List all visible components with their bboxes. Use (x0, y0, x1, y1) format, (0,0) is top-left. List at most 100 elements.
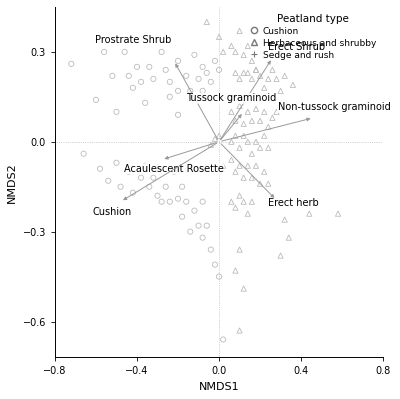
Point (187, 229, 194, 235)
Point (220, 49, 226, 55)
Point (286, 235, 292, 241)
Point (347, 253, 354, 259)
Point (166, 198, 173, 205)
Point (130, 190, 136, 196)
Point (113, 160, 120, 166)
Point (236, 103, 243, 109)
Point (200, 235, 206, 241)
X-axis label: NMDS1: NMDS1 (199, 382, 239, 392)
Point (322, 79, 329, 85)
Point (179, 213, 185, 220)
Text: Erect herb: Erect herb (268, 198, 318, 208)
Point (216, 34, 222, 40)
Point (232, 118, 239, 124)
Point (236, 76, 243, 82)
Point (232, 70, 239, 76)
Point (228, 156, 234, 163)
Point (261, 168, 267, 175)
Point (183, 198, 190, 205)
Point (327, 241, 333, 247)
Point (134, 64, 140, 70)
Point (265, 76, 272, 82)
Point (122, 49, 128, 55)
Point (93, 97, 99, 103)
Point (162, 184, 169, 190)
Point (240, 132, 247, 139)
Point (347, 150, 354, 157)
Point (290, 40, 296, 46)
Point (212, 58, 218, 64)
Point (236, 144, 243, 151)
Point (335, 126, 341, 133)
Point (244, 70, 251, 76)
Point (158, 49, 165, 55)
Point (126, 73, 132, 79)
Point (261, 132, 267, 139)
Point (244, 162, 251, 169)
Point (236, 327, 243, 334)
Point (240, 70, 247, 76)
Point (240, 198, 247, 205)
Point (187, 88, 194, 94)
Point (355, 223, 362, 229)
Point (200, 88, 206, 94)
Point (347, 126, 354, 133)
Point (162, 67, 169, 73)
Point (204, 19, 210, 25)
Point (244, 43, 251, 49)
Point (117, 184, 124, 190)
Point (216, 132, 222, 139)
Point (138, 79, 144, 85)
Point (261, 109, 267, 115)
Point (335, 168, 341, 175)
Point (171, 168, 177, 175)
Point (335, 55, 341, 61)
Point (68, 61, 74, 67)
Point (228, 138, 234, 145)
Point (208, 247, 214, 253)
Point (253, 138, 259, 145)
Point (322, 132, 329, 139)
Point (175, 58, 181, 64)
Point (208, 142, 214, 148)
Point (368, 49, 374, 55)
Point (335, 211, 341, 217)
Point (220, 162, 226, 169)
Point (228, 109, 234, 115)
Point (244, 211, 251, 217)
Point (191, 207, 198, 214)
Point (355, 180, 362, 187)
Point (150, 174, 156, 181)
Point (343, 186, 350, 193)
Point (249, 58, 255, 64)
Point (269, 115, 276, 121)
Point (277, 88, 284, 94)
Point (249, 198, 255, 205)
Point (306, 43, 312, 49)
Point (282, 217, 288, 223)
Point (240, 285, 247, 292)
Point (212, 261, 218, 268)
Point (146, 184, 152, 190)
Point (240, 174, 247, 181)
Point (302, 61, 308, 67)
Point (97, 166, 103, 172)
Point (257, 144, 263, 151)
Point (166, 79, 173, 85)
Point (236, 162, 243, 169)
Point (249, 174, 255, 181)
Point (204, 70, 210, 76)
Point (212, 136, 218, 142)
Point (216, 67, 222, 73)
Point (277, 253, 284, 259)
Point (101, 49, 107, 55)
Point (191, 52, 198, 58)
Point (364, 168, 370, 175)
Point (109, 73, 116, 79)
Point (265, 144, 272, 151)
Point (232, 267, 239, 274)
Point (318, 186, 325, 193)
Point (331, 198, 337, 205)
Point (154, 192, 161, 199)
Point (236, 28, 243, 34)
